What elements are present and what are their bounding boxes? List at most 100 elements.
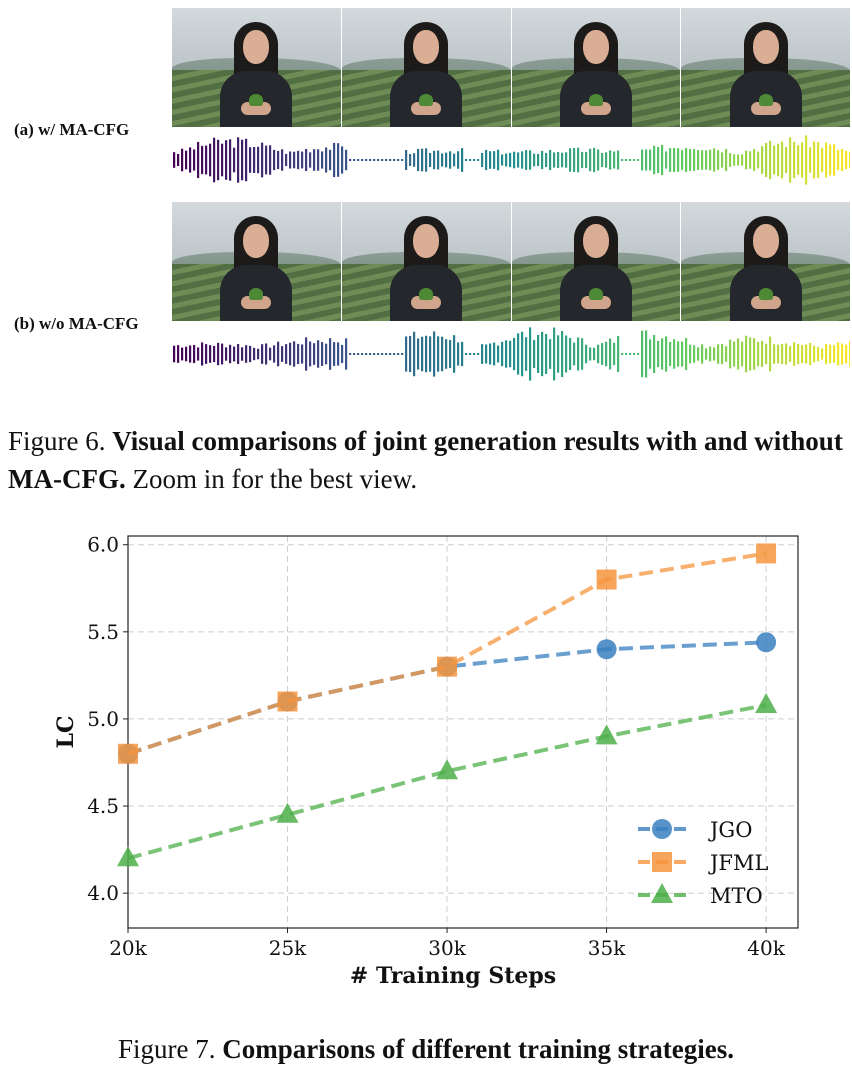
waveform-bar <box>293 341 296 367</box>
waveform-bar <box>761 146 764 174</box>
waveform-bar <box>809 147 812 173</box>
waveform-bar <box>769 140 772 180</box>
waveform-bar <box>181 347 184 361</box>
waveform-bar <box>721 152 724 168</box>
waveform-bar <box>353 353 356 355</box>
waveform-bar <box>629 159 632 161</box>
waveform-bar <box>773 344 776 364</box>
waveform-bar <box>257 348 260 360</box>
waveform-bar <box>621 353 624 355</box>
waveform-bar <box>377 353 380 355</box>
waveform-bar <box>477 353 480 355</box>
waveform-bar <box>845 344 848 364</box>
waveform-bar <box>221 143 224 177</box>
waveform-bar <box>813 141 816 179</box>
waveform-bar <box>373 353 376 355</box>
waveform-bar <box>529 150 532 170</box>
waveform-bar <box>653 334 656 374</box>
waveform-bar <box>293 151 296 169</box>
waveform-bar <box>561 331 564 377</box>
waveform-bar <box>821 147 824 173</box>
waveform-bar <box>777 344 780 364</box>
waveform-bar <box>789 137 792 183</box>
x-axis-label: # Training Steps <box>350 963 556 989</box>
video-frame <box>681 8 850 127</box>
waveform-bar <box>745 150 748 170</box>
waveform-bar <box>609 150 612 170</box>
waveform-bar <box>709 346 712 362</box>
waveform-bar <box>193 344 196 364</box>
waveform-bar <box>753 149 756 171</box>
waveform-bar <box>613 151 616 169</box>
waveform-bar <box>553 327 556 381</box>
waveform-bar <box>509 340 512 368</box>
waveform-bar <box>685 148 688 172</box>
waveform-bar <box>733 341 736 367</box>
waveform-bar <box>197 347 200 361</box>
waveform-bar <box>797 145 800 175</box>
waveform-bar <box>581 151 584 169</box>
waveform-bar <box>249 345 252 363</box>
x-tick-label: 20k <box>109 936 147 960</box>
waveform-bar <box>437 150 440 170</box>
waveform-bar <box>641 149 644 171</box>
waveform-bar <box>513 151 516 169</box>
waveform-bar <box>777 143 780 177</box>
waveform-bar <box>525 150 528 170</box>
waveform-bar <box>765 343 768 365</box>
video-frame <box>341 8 512 127</box>
waveform-bar <box>733 154 736 166</box>
waveform-bar <box>709 149 712 171</box>
waveform-bar <box>665 151 668 169</box>
waveform-bar <box>725 346 728 362</box>
waveform-bar <box>213 345 216 363</box>
waveform-bar <box>385 353 388 355</box>
waveform-bar <box>517 152 520 168</box>
row-b-label: (b) w/o MA-CFG <box>14 314 139 333</box>
waveform-bar <box>497 345 500 363</box>
waveform-bar <box>565 335 568 373</box>
waveform-bar <box>749 151 752 169</box>
training-strategies-chart: 20k 25k 30k 35k 40k 4.0 4.5 5.0 5.5 6.0 # Training… <box>53 533 799 989</box>
waveform-bar <box>697 149 700 171</box>
waveform-bar <box>321 342 324 366</box>
waveform-bar <box>541 331 544 377</box>
waveform-bar <box>253 147 256 173</box>
waveform-bar <box>449 340 452 368</box>
waveform-bar <box>185 346 188 362</box>
waveform-bar <box>673 148 676 172</box>
waveform-bar <box>213 137 216 183</box>
waveform-bar <box>713 148 716 172</box>
series-mto <box>117 692 778 867</box>
waveform-bar <box>797 343 800 365</box>
waveform-bar <box>421 336 424 372</box>
waveform-bar <box>629 353 632 355</box>
waveform-bar <box>269 347 272 361</box>
video-frame <box>511 8 682 127</box>
data-point <box>436 759 459 780</box>
waveform-bar <box>441 336 444 372</box>
waveform-bar <box>209 143 212 177</box>
waveform-bar <box>445 339 448 369</box>
figure6-caption-prefix: Figure 6. <box>8 426 106 456</box>
waveform-bar <box>753 338 756 370</box>
waveform-bar <box>617 335 620 373</box>
x-tick-label: 40k <box>747 936 785 960</box>
waveform-bar <box>309 341 312 367</box>
waveform-bar <box>429 152 432 168</box>
legend-marker <box>652 852 672 872</box>
legend-label: JGO <box>708 818 752 842</box>
waveform-bar <box>757 151 760 169</box>
waveform-bar <box>225 140 228 180</box>
waveform-bar <box>649 149 652 171</box>
waveform-bar <box>321 151 324 169</box>
waveform-bar <box>245 138 248 182</box>
waveform-bar <box>397 159 400 161</box>
waveform-bar <box>521 331 524 377</box>
waveform-bar <box>433 150 436 170</box>
waveform-bar <box>761 340 764 368</box>
waveform-bar <box>637 353 640 355</box>
y-axis-label: LC <box>53 716 79 749</box>
waveform-bar <box>557 335 560 373</box>
waveform-bar <box>649 339 652 369</box>
